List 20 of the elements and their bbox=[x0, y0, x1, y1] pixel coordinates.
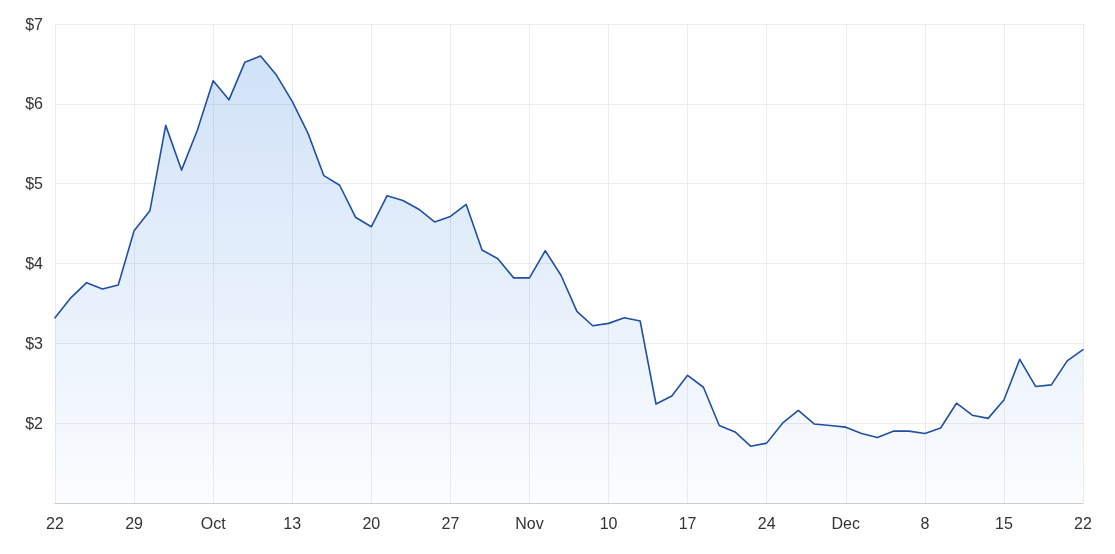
x-tick-label: 10 bbox=[599, 514, 618, 532]
y-tick-label: $7 bbox=[25, 15, 44, 33]
x-tick-label: 22 bbox=[1074, 514, 1092, 532]
x-tick-label: 13 bbox=[283, 514, 302, 532]
x-tick-label: 27 bbox=[441, 514, 460, 532]
x-tick-label: Dec bbox=[831, 514, 860, 532]
x-tick-label: Oct bbox=[200, 514, 227, 532]
x-tick-label: 22 bbox=[46, 514, 64, 532]
y-tick-label: $6 bbox=[25, 95, 44, 113]
x-tick-label: 20 bbox=[362, 514, 381, 532]
x-tick-label: 24 bbox=[757, 514, 776, 532]
x-tick-label: Nov bbox=[515, 514, 544, 532]
x-tick-label: 29 bbox=[125, 514, 144, 532]
y-tick-label: $3 bbox=[25, 334, 44, 352]
x-tick-label: 17 bbox=[678, 514, 697, 532]
y-tick-label: $4 bbox=[25, 255, 44, 272]
x-tick-label: 15 bbox=[995, 514, 1013, 532]
y-tick-label: $5 bbox=[25, 175, 44, 193]
y-tick-label: $2 bbox=[25, 414, 44, 432]
x-tick-label: 8 bbox=[920, 514, 930, 532]
